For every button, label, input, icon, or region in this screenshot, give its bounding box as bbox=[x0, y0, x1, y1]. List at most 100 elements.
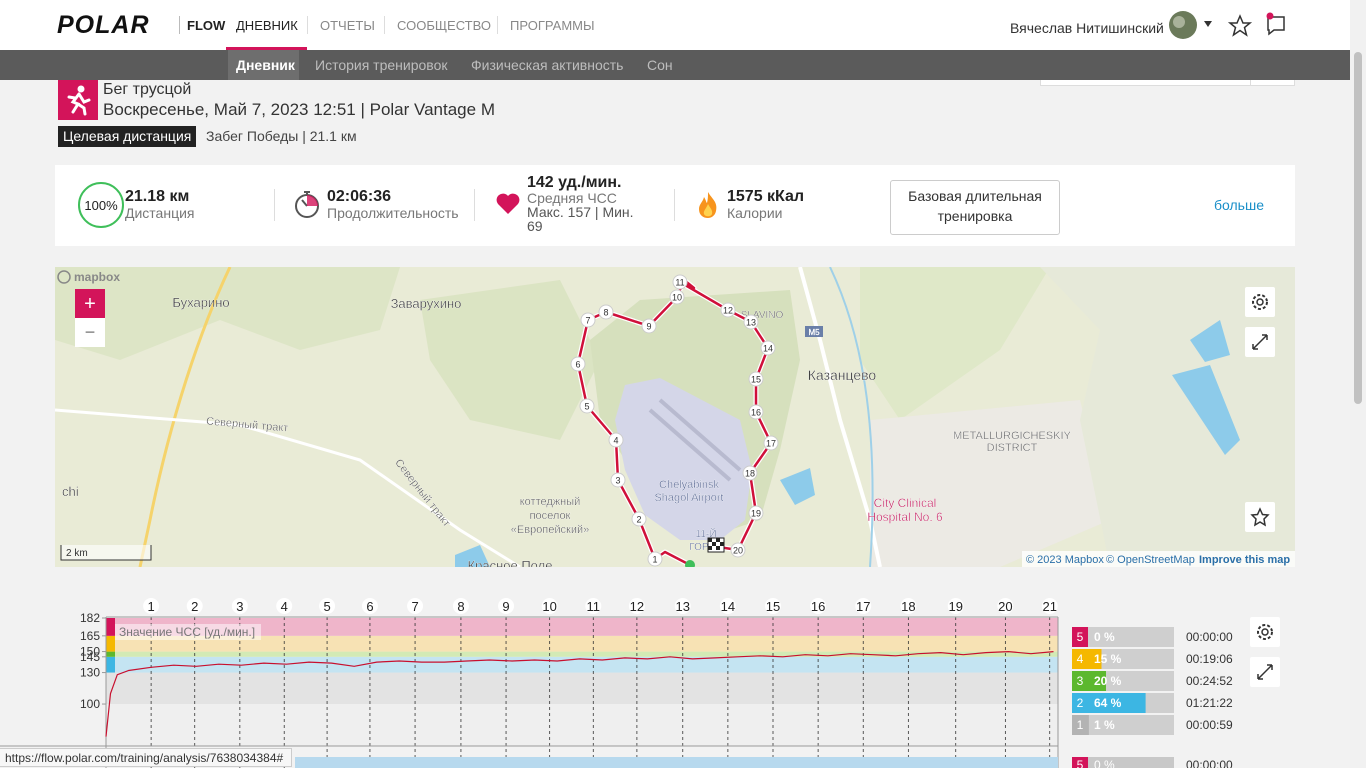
map-label: поселок bbox=[530, 510, 571, 522]
mapbox-logo-mark bbox=[57, 270, 71, 284]
separator bbox=[497, 16, 498, 34]
km-marker-bg bbox=[674, 598, 691, 614]
attribution[interactable]: © 2023 Mapbox bbox=[1026, 554, 1104, 566]
zoom-in-label: + bbox=[84, 293, 96, 315]
hr-label: Средняя ЧСС bbox=[527, 190, 617, 206]
star-icon[interactable] bbox=[1227, 14, 1253, 37]
km-marker-bg bbox=[719, 598, 736, 614]
route-marker-label: 9 bbox=[646, 322, 651, 332]
km-marker-bg bbox=[855, 598, 872, 614]
training-benefit[interactable]: Базовая длительная тренировка bbox=[890, 180, 1060, 235]
map-label: Заварухино bbox=[391, 296, 462, 311]
km-lines: 1 2 3 4 5 6 7 8 9 10 11 12 13 14 15 16 17 18 19 20 21 bbox=[143, 598, 1058, 768]
zone-name: 2 bbox=[1077, 696, 1084, 710]
gear-icon-center bbox=[1256, 298, 1264, 306]
sub-nav-item[interactable]: Дневник bbox=[236, 57, 295, 73]
sport-icon-bg bbox=[58, 80, 98, 120]
route-marker bbox=[730, 542, 746, 558]
map-label: Красное Поле bbox=[468, 558, 553, 567]
zone-time: 00:19:06 bbox=[1186, 652, 1233, 666]
route-marker bbox=[580, 312, 596, 328]
runway bbox=[648, 398, 742, 482]
divider bbox=[474, 189, 475, 221]
map-label: ГОРОД bbox=[689, 542, 723, 553]
action-button[interactable] bbox=[1040, 80, 1254, 86]
route-marker-label: 20 bbox=[733, 546, 743, 556]
route-marker bbox=[748, 404, 764, 420]
expand-icon bbox=[1257, 664, 1273, 680]
start-marker bbox=[685, 560, 695, 567]
nav-item[interactable]: ДНЕВНИК bbox=[236, 18, 298, 33]
km-label: 4 bbox=[281, 599, 288, 614]
km-label: 18 bbox=[901, 599, 915, 614]
route-marker-label: 3 bbox=[615, 476, 620, 486]
chart-settings-button[interactable] bbox=[1250, 617, 1280, 647]
route-marker-label: 5 bbox=[584, 402, 589, 412]
more-link[interactable]: больше bbox=[1214, 197, 1264, 213]
attribution-osm[interactable]: © OpenStreetMap bbox=[1106, 554, 1195, 566]
forest bbox=[420, 280, 600, 440]
sport-icon bbox=[58, 80, 98, 120]
zone-summary: 5 0 % 00:00:00 4 15 % 00:19:06 3 20 % 00:24:52 2 6… bbox=[1072, 627, 1233, 735]
zone-track bbox=[1072, 715, 1174, 735]
km-marker-bg bbox=[1041, 598, 1058, 614]
sub-nav-item[interactable]: Сон bbox=[647, 57, 673, 73]
km-marker-bg bbox=[361, 598, 378, 614]
heart-shape bbox=[496, 193, 520, 214]
zoom-in-button[interactable] bbox=[75, 289, 105, 318]
scrollbar-thumb[interactable] bbox=[1354, 52, 1362, 404]
sub-nav-item[interactable]: История тренировок bbox=[315, 57, 448, 73]
nav-item[interactable]: ОТЧЕТЫ bbox=[320, 18, 375, 33]
expand-icon bbox=[1252, 334, 1268, 350]
finish-flag-checks bbox=[708, 538, 724, 550]
nav-item[interactable]: ПРОГРАММЫ bbox=[510, 18, 595, 33]
route-marker bbox=[742, 465, 758, 481]
runner-head bbox=[77, 85, 85, 93]
logo[interactable]: POLAR bbox=[57, 11, 150, 39]
route-marker bbox=[763, 435, 779, 451]
zone-bar bbox=[1072, 649, 1102, 669]
user-name[interactable]: Вячеслав Нитишинский bbox=[1010, 20, 1164, 36]
river bbox=[829, 267, 874, 567]
map-label: DISTRICT bbox=[987, 442, 1038, 454]
active-indicator bbox=[226, 47, 307, 50]
zone-time: 00:00:00 bbox=[1186, 630, 1233, 644]
status-bar-url: https://flow.polar.com/training/analysis… bbox=[0, 748, 292, 767]
caret[interactable] bbox=[1204, 21, 1212, 27]
zoom-out-button[interactable] bbox=[75, 318, 105, 347]
duration-label: Продолжительность bbox=[327, 205, 459, 221]
km-label: 19 bbox=[948, 599, 962, 614]
sub-nav-item[interactable]: Физическая активность bbox=[471, 57, 624, 73]
zone-time: 00:24:52 bbox=[1186, 674, 1233, 688]
route-marker bbox=[743, 314, 759, 330]
route-marker-label: 19 bbox=[751, 509, 761, 519]
messages-icon[interactable] bbox=[1267, 16, 1285, 36]
route-marker-label: 4 bbox=[613, 436, 618, 446]
map-label: M5 bbox=[808, 328, 820, 337]
km-label: 9 bbox=[502, 599, 509, 614]
action-button[interactable] bbox=[1250, 80, 1295, 86]
progress-circle bbox=[78, 182, 124, 228]
map-label: Chelyabinsk bbox=[659, 479, 719, 491]
flame-icon bbox=[699, 192, 717, 218]
gear-icon-center bbox=[1261, 628, 1269, 636]
map-settings-button[interactable] bbox=[1245, 287, 1275, 317]
heart-icon bbox=[496, 193, 520, 214]
zone-percent: 0 % bbox=[1094, 630, 1115, 644]
scale-bar bbox=[60, 545, 152, 561]
y-tick-label: 182 bbox=[80, 611, 100, 625]
forest bbox=[55, 267, 400, 360]
water bbox=[1190, 320, 1230, 362]
map-label: Бухарино bbox=[172, 295, 229, 310]
route-marker bbox=[608, 432, 624, 448]
hr-range: Макс. 157 | Мин. 69 bbox=[527, 204, 634, 234]
improve-map-link[interactable]: Improve this map bbox=[1199, 554, 1290, 566]
map-favorite-button[interactable] bbox=[1245, 502, 1275, 532]
zone-band bbox=[106, 656, 1058, 673]
km-marker-bg bbox=[407, 598, 424, 614]
route-marker bbox=[570, 356, 586, 372]
nav-item[interactable]: СООБЩЕСТВО bbox=[397, 18, 491, 33]
